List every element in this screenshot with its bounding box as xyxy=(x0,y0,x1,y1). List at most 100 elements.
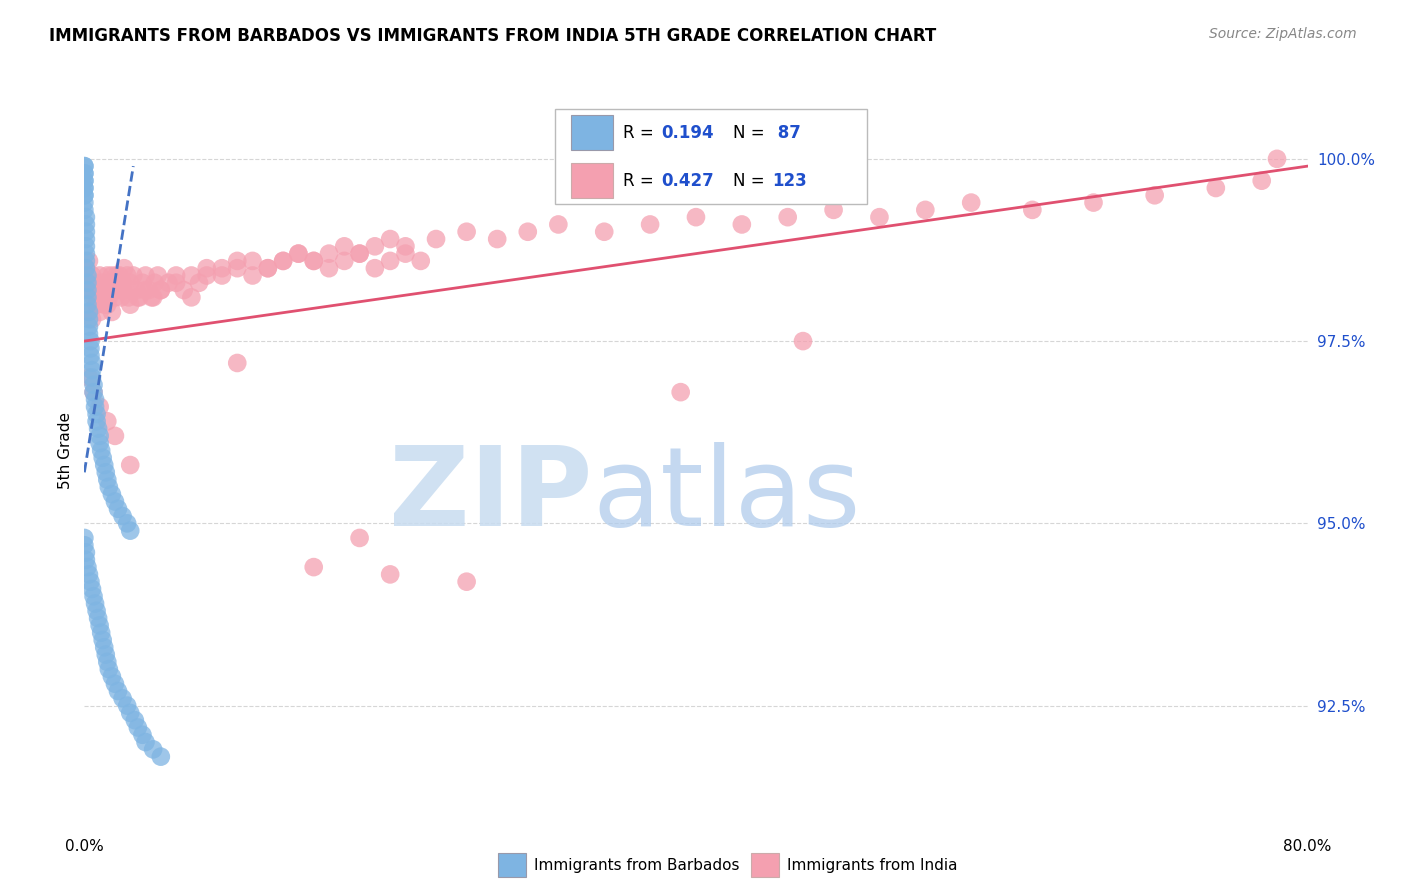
Point xyxy=(94,466,117,480)
Point xyxy=(90,625,112,640)
Point xyxy=(149,283,172,297)
Point xyxy=(115,698,138,713)
Point xyxy=(242,268,264,283)
Text: ZIP: ZIP xyxy=(388,442,592,549)
Point xyxy=(76,276,98,290)
Point xyxy=(333,239,356,253)
Point xyxy=(302,253,325,268)
Point xyxy=(77,326,100,341)
Point xyxy=(76,560,98,574)
FancyBboxPatch shape xyxy=(555,110,868,204)
Point xyxy=(122,268,145,283)
Point xyxy=(127,290,149,304)
Point xyxy=(1083,195,1105,210)
Point xyxy=(84,276,107,290)
Point xyxy=(125,283,148,297)
Point xyxy=(131,728,153,742)
Point xyxy=(456,225,478,239)
Point xyxy=(76,268,98,283)
Point xyxy=(107,283,129,297)
Point xyxy=(75,225,97,239)
Point xyxy=(105,268,128,283)
Point xyxy=(257,261,280,276)
Point xyxy=(226,261,249,276)
Point xyxy=(731,218,754,232)
Point xyxy=(1021,202,1043,217)
Point xyxy=(101,268,124,283)
Point xyxy=(638,218,661,232)
Point xyxy=(138,283,160,297)
Point xyxy=(776,210,799,224)
Point xyxy=(83,377,105,392)
Point xyxy=(96,473,118,487)
Point xyxy=(75,239,97,253)
Point xyxy=(77,319,100,334)
Point xyxy=(394,239,416,253)
Point xyxy=(1143,188,1166,202)
Point xyxy=(101,305,124,319)
Point xyxy=(318,261,340,276)
Point xyxy=(226,253,249,268)
Point xyxy=(73,174,96,188)
Point xyxy=(107,684,129,698)
Point xyxy=(115,516,138,531)
Point xyxy=(128,290,150,304)
Point xyxy=(83,385,105,400)
Point xyxy=(83,290,105,304)
Point xyxy=(107,501,129,516)
Text: 123: 123 xyxy=(772,171,807,190)
Point xyxy=(111,283,134,297)
Point xyxy=(685,210,707,224)
Text: Immigrants from Barbados: Immigrants from Barbados xyxy=(534,858,740,872)
Point xyxy=(87,611,110,625)
Point xyxy=(75,261,97,276)
Point xyxy=(73,195,96,210)
Point xyxy=(79,283,101,297)
Point xyxy=(142,290,165,304)
Point xyxy=(104,494,127,508)
Point xyxy=(287,246,309,260)
Point xyxy=(76,283,98,297)
Point xyxy=(103,283,125,297)
Point xyxy=(135,735,157,749)
Point xyxy=(75,545,97,559)
Point xyxy=(73,159,96,173)
Point xyxy=(211,268,233,283)
Text: IMMIGRANTS FROM BARBADOS VS IMMIGRANTS FROM INDIA 5TH GRADE CORRELATION CHART: IMMIGRANTS FROM BARBADOS VS IMMIGRANTS F… xyxy=(49,27,936,45)
Point xyxy=(173,283,195,297)
Point xyxy=(242,253,264,268)
Point xyxy=(73,181,96,195)
Point xyxy=(73,538,96,552)
Point xyxy=(91,450,114,465)
Point xyxy=(80,356,103,370)
Point xyxy=(114,283,136,297)
Point xyxy=(96,268,118,283)
Point xyxy=(211,261,233,276)
Point xyxy=(83,385,105,400)
Point xyxy=(90,290,112,304)
Point xyxy=(75,210,97,224)
Point xyxy=(80,363,103,377)
Point xyxy=(104,429,127,443)
Point xyxy=(120,276,142,290)
FancyBboxPatch shape xyxy=(571,115,613,150)
Point xyxy=(120,298,142,312)
Point xyxy=(111,276,134,290)
Point xyxy=(98,276,121,290)
Point xyxy=(124,713,146,727)
Point xyxy=(287,246,309,260)
Text: Source: ZipAtlas.com: Source: ZipAtlas.com xyxy=(1209,27,1357,41)
Point xyxy=(93,298,115,312)
Point xyxy=(1250,174,1272,188)
Point xyxy=(93,640,115,655)
Text: N =: N = xyxy=(733,171,769,190)
Point xyxy=(120,706,142,720)
Point xyxy=(96,298,118,312)
Text: Immigrants from India: Immigrants from India xyxy=(787,858,957,872)
Point xyxy=(195,268,218,283)
Point xyxy=(195,261,218,276)
Point xyxy=(149,283,172,297)
Point xyxy=(157,276,180,290)
Point xyxy=(110,290,132,304)
Point xyxy=(86,298,108,312)
